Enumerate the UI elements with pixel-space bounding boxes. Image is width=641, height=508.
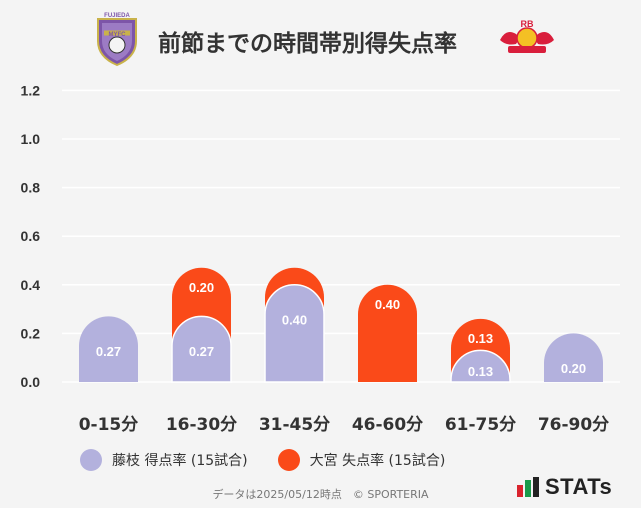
x-tick-label: 61-75分 xyxy=(445,415,516,435)
rb-omiya-logo: RB xyxy=(496,18,558,62)
svg-text:FUJIEDA: FUJIEDA xyxy=(104,13,130,19)
data-label-home-3: 0.40 xyxy=(282,312,307,327)
data-label-away-4: 0.40 xyxy=(375,297,400,312)
legend-label-home: 藤枝 得点率 (15試合) xyxy=(112,453,248,469)
legend-item-home: 藤枝 得点率 (15試合) xyxy=(80,449,248,471)
legend: 藤枝 得点率 (15試合) 大宮 失点率 (15試合) xyxy=(80,449,475,471)
bar-home-3 xyxy=(264,284,325,383)
bar-home-1 xyxy=(79,316,138,382)
legend-label-away: 大宮 失点率 (15試合) xyxy=(309,453,446,469)
x-tick-label: 16-30分 xyxy=(166,415,237,435)
bar-away-4 xyxy=(358,284,417,382)
bar-home-2 xyxy=(171,315,232,383)
time-band-chart: 0.0 0.2 0.4 0.6 0.8 1.0 1.2 0.27 0-15分 0.27 0.20 16… xyxy=(21,82,620,435)
bar-home-5 xyxy=(450,349,511,383)
y-tick-label: 0.4 xyxy=(21,277,41,293)
x-tick-label: 46-60分 xyxy=(352,415,423,435)
stats-bars-icon xyxy=(517,477,539,497)
fujieda-myfc-logo: FUJIEDA MYFC xyxy=(94,11,140,71)
data-label-home-5: 0.13 xyxy=(468,364,493,379)
x-tick-label: 31-45分 xyxy=(259,415,330,435)
data-label-away-5: 0.13 xyxy=(468,331,493,346)
data-label-home-1: 0.27 xyxy=(96,344,121,359)
data-label-home-2: 0.27 xyxy=(189,344,214,359)
svg-text:MYFC: MYFC xyxy=(109,32,127,38)
source-footer: データは2025/05/12時点 © SPORTERIA xyxy=(212,488,429,501)
y-tick-label: 1.2 xyxy=(21,82,41,98)
y-tick-label: 0.2 xyxy=(21,325,41,341)
y-tick-label: 1.0 xyxy=(21,131,41,147)
svg-text:RB: RB xyxy=(521,19,534,29)
stats-brand-text: STATs xyxy=(545,474,613,499)
chart-title: 前節までの時間帯別得失点率 xyxy=(158,31,457,57)
legend-swatch-away xyxy=(277,449,300,471)
stats-brand-logo: STATs xyxy=(517,474,612,500)
legend-item-away: 大宮 失点率 (15試合) xyxy=(277,449,446,471)
legend-swatch-home xyxy=(80,449,102,471)
y-tick-label: 0.6 xyxy=(21,228,41,244)
x-tick-label: 0-15分 xyxy=(79,415,139,435)
data-label-home-6: 0.20 xyxy=(561,361,586,376)
y-tick-label: 0.8 xyxy=(21,180,41,196)
data-label-away-2: 0.20 xyxy=(189,280,214,295)
y-tick-label: 0.0 xyxy=(21,374,41,390)
x-tick-label: 76-90分 xyxy=(538,415,609,435)
bar-home-6 xyxy=(544,333,603,382)
